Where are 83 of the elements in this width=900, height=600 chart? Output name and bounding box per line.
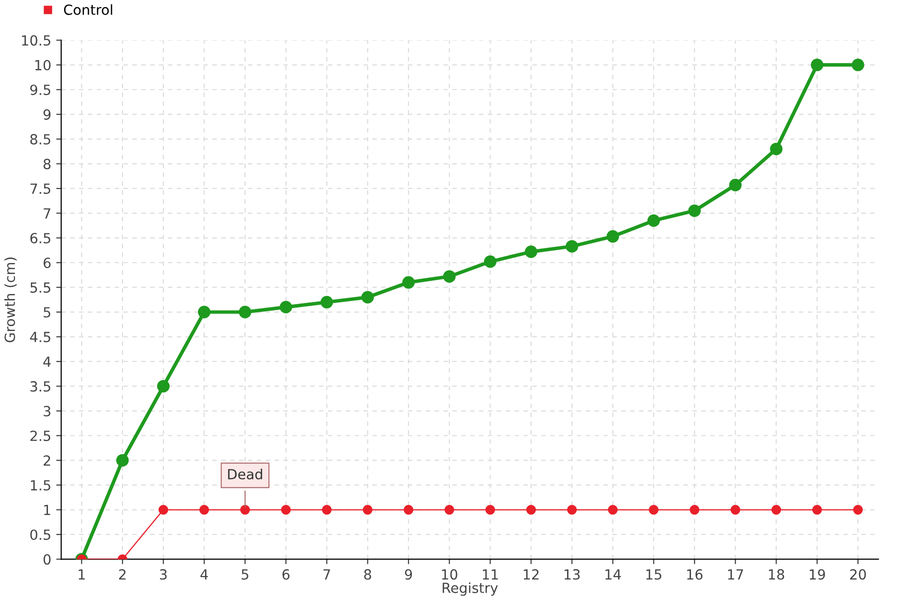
x-tick-label: 9 (404, 569, 412, 580)
point (524, 246, 538, 258)
point (484, 255, 496, 268)
x-tick-label: 3 (160, 569, 167, 580)
y-tick-label: 6.5 (30, 232, 50, 244)
point (320, 296, 334, 308)
point (402, 276, 415, 289)
point (361, 290, 374, 304)
point (238, 306, 252, 318)
point (526, 504, 536, 515)
x-tick-label: 1 (78, 569, 85, 580)
point (810, 58, 824, 72)
y-tick-label: 1.5 (30, 480, 50, 491)
point (688, 204, 701, 217)
y-tick-label: 7 (44, 208, 50, 218)
x-tick-label: 20 (850, 569, 866, 580)
x-tick-label: 6 (282, 569, 290, 580)
point (281, 504, 291, 515)
x-tick-label: 5 (242, 569, 248, 580)
point (444, 504, 454, 515)
y-tick-label: 9 (44, 109, 50, 120)
annotation: Dead (228, 468, 262, 480)
x-tick-label: 14 (606, 569, 621, 580)
y-tick-label: 3 (44, 406, 50, 416)
point (198, 306, 210, 318)
y-tick-label: 10 (35, 60, 51, 70)
x-tick-label: 8 (364, 569, 372, 580)
y-tick-label: 7.5 (30, 184, 50, 194)
point (853, 504, 863, 515)
y-tick-label: 4 (43, 356, 51, 367)
point (199, 504, 210, 515)
point (280, 300, 292, 314)
point (606, 230, 620, 243)
x-tick-label: 13 (564, 569, 580, 580)
point (404, 504, 414, 515)
point (771, 504, 782, 515)
x-tick-label: 18 (768, 569, 784, 580)
x-tick-label: 10 (442, 569, 458, 580)
point (770, 142, 782, 156)
point (852, 58, 864, 72)
x-tick-label: 7 (324, 569, 330, 580)
x-tick-label: 19 (810, 569, 825, 580)
x-tick-label: 16 (687, 569, 702, 580)
y-tick-label: 5.5 (30, 282, 50, 293)
y-tick-label: 0.5 (30, 529, 50, 540)
point (812, 504, 822, 515)
point (362, 504, 373, 515)
point (158, 504, 168, 515)
point (157, 380, 170, 392)
y-tick-label: 2 (44, 455, 50, 466)
point (647, 214, 660, 227)
y-tick-label: 2.5 (30, 430, 50, 442)
point (240, 504, 250, 515)
point (443, 270, 456, 283)
y-tick-label: 3.5 (30, 381, 50, 392)
point (485, 504, 496, 515)
x-tick-label: 4 (200, 569, 208, 580)
y-tick-label: 1 (44, 504, 50, 516)
point (730, 504, 740, 515)
y-tick-label: 8.5 (30, 134, 50, 145)
point (566, 240, 578, 253)
y-tick-label: 8 (44, 158, 51, 170)
point (567, 504, 577, 515)
x-tick-label: 2 (119, 569, 126, 580)
x-tick-label: 11 (482, 569, 498, 580)
point (608, 504, 618, 515)
y-axis-title: Growth (cm) (4, 258, 17, 342)
x-tick-label: 17 (728, 569, 744, 580)
legend-label: Control (64, 4, 112, 15)
y-tick-label: 9.5 (30, 84, 50, 96)
point (322, 504, 332, 515)
point (116, 454, 129, 467)
y-tick-label: 5 (44, 307, 50, 318)
x-tick-label: 12 (524, 569, 539, 580)
y-tick-label: 6 (44, 258, 51, 268)
y-tick-label: 0 (44, 554, 51, 565)
x-axis-title: Registry (442, 582, 498, 596)
y-tick-label: 10.5 (22, 35, 50, 46)
point (690, 504, 700, 515)
y-tick-label: 4.5 (30, 332, 50, 342)
point (729, 178, 742, 192)
x-tick-label: 15 (646, 569, 662, 580)
point (648, 504, 659, 515)
